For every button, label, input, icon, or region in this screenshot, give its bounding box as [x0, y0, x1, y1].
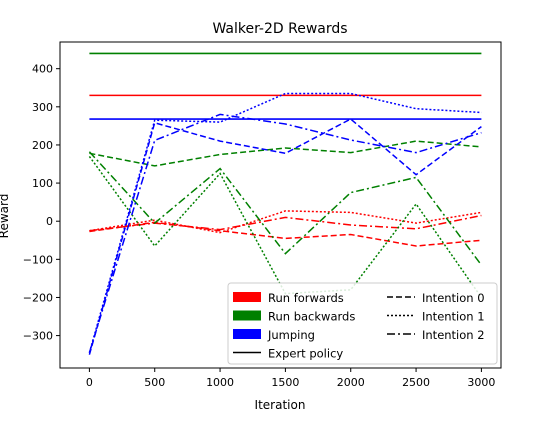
legend-label: Intention 2 — [422, 328, 485, 342]
y-tick-label: 400 — [32, 63, 53, 76]
legend-label: Run forwards — [268, 291, 344, 305]
y-tick-label: 0 — [46, 215, 53, 228]
series-jumping-intention-0 — [88, 118, 482, 355]
legend-label: Run backwards — [268, 310, 355, 324]
series-run-forwards-intention-1 — [89, 210, 482, 234]
legend-swatch — [233, 310, 261, 321]
y-axis-label: Reward — [0, 194, 11, 239]
x-tick-label: 2000 — [337, 376, 365, 389]
x-tick-label: 1000 — [206, 376, 234, 389]
legend-label: Expert policy — [268, 347, 343, 361]
y-tick-label: −300 — [23, 330, 53, 343]
x-tick-label: 2500 — [402, 376, 430, 389]
x-tick-label: 3000 — [467, 376, 495, 389]
legend-label: Jumping — [267, 328, 315, 342]
legend-swatch — [233, 292, 261, 302]
series-run-backwards-intention-1 — [88, 155, 483, 298]
ticks-layer: 0 500 1000 1500 2000 2500 3000 −300 −200 −100 0 100… — [23, 63, 496, 389]
series-jumping-intention-2 — [88, 113, 482, 353]
series-run-backwards-intention-0 — [89, 140, 482, 167]
series-run-forwards-intention-0 — [89, 221, 482, 247]
legend-swatch — [233, 329, 261, 339]
y-tick-label: 200 — [32, 139, 53, 152]
x-axis-label: Iteration — [255, 398, 306, 412]
y-tick-label: 100 — [32, 177, 53, 190]
y-tick-label: −100 — [23, 253, 53, 266]
legend-box — [227, 282, 498, 365]
plot-frame — [59, 41, 502, 369]
y-tick-label: 300 — [32, 101, 53, 114]
legend: Run forwards Run backwards Jumping Expert p… — [227, 282, 498, 365]
x-tick-label: 1500 — [271, 376, 299, 389]
x-tick-label: 500 — [144, 376, 165, 389]
x-tick-label: 0 — [86, 376, 93, 389]
legend-label: Intention 1 — [422, 310, 485, 324]
chart-title: Walker-2D Rewards — [212, 21, 347, 37]
series-run-backwards-intention-2 — [88, 151, 483, 266]
series-jumping-intention-1 — [88, 92, 482, 353]
legend-label: Intention 0 — [422, 291, 485, 305]
y-tick-label: −200 — [23, 291, 53, 304]
